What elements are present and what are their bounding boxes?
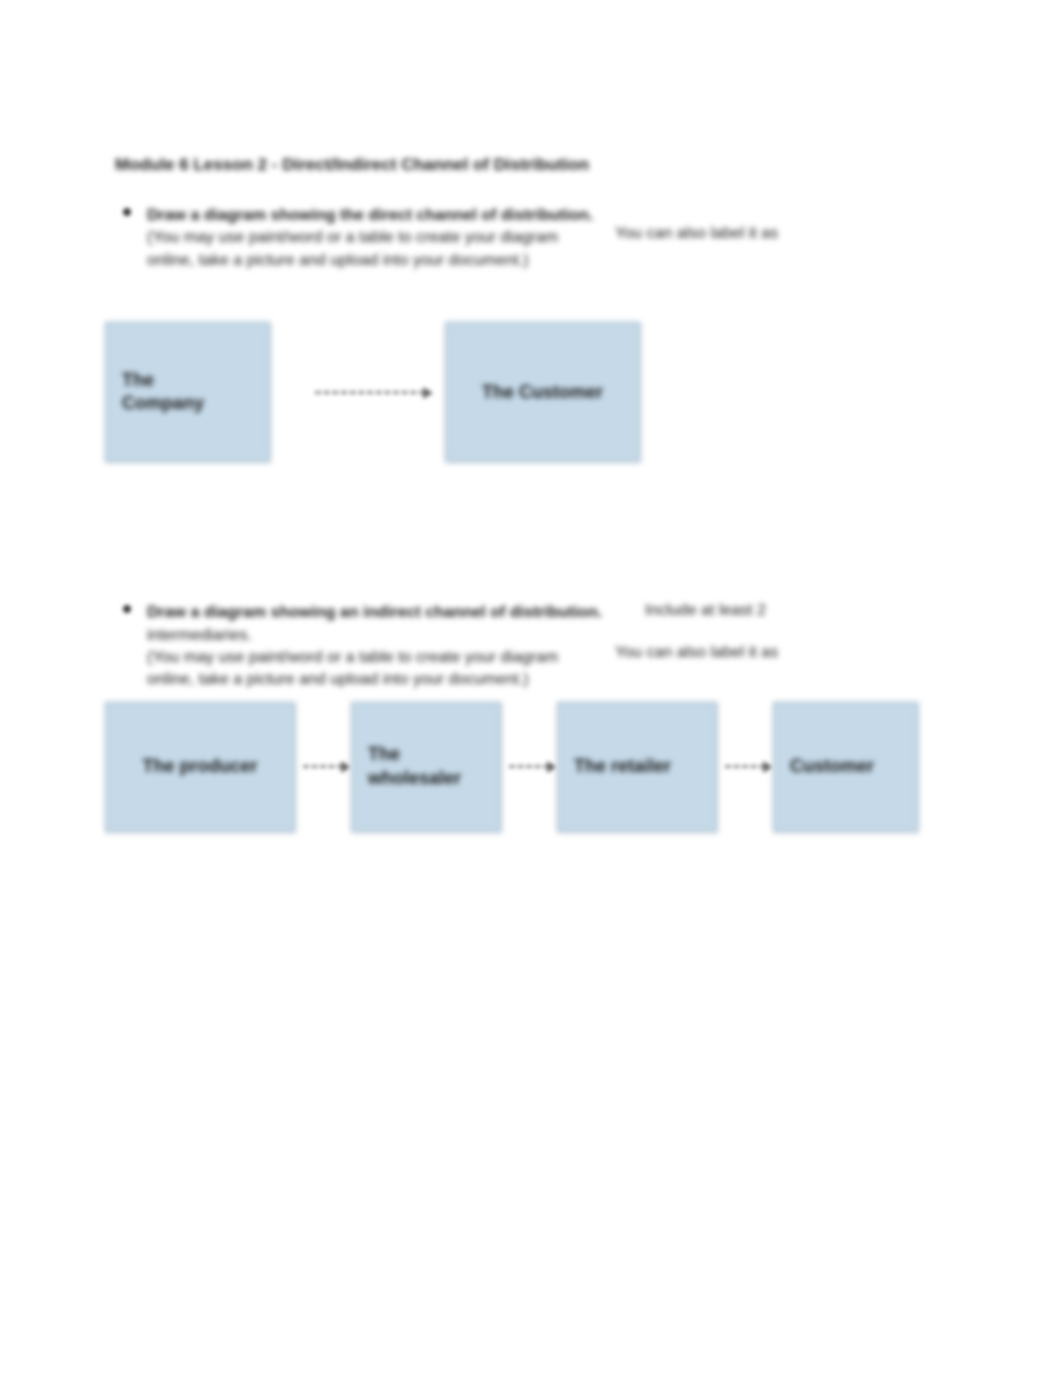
box-wholesaler: The wholesaler (351, 702, 501, 832)
question-2-text: Draw a diagram showing an indirect chann… (147, 602, 607, 692)
box-customer-2: Customer (773, 702, 918, 832)
arrow-icon (509, 765, 549, 768)
bullet-icon (123, 208, 131, 216)
arrow-icon (315, 391, 425, 394)
arrow-icon (303, 765, 343, 768)
question-2-note-b: You can also label it as (615, 644, 778, 662)
question-1: Draw a diagram showing the direct channe… (115, 205, 1062, 272)
box-customer-label: The Customer (482, 382, 603, 403)
question-2: Draw a diagram showing an indirect chann… (115, 602, 1062, 692)
arrow-icon (725, 765, 765, 768)
box-company: The Company (105, 322, 270, 462)
box-company-line2: Company (122, 393, 204, 413)
box-retailer: The retailer (557, 702, 717, 832)
bullet-icon (123, 605, 131, 613)
question-1-line2: (You may use paint/word or a table to cr… (147, 229, 558, 268)
diagram-indirect-channel: The producer The wholesaler The retailer… (105, 702, 1062, 832)
box-producer-label: The producer (142, 756, 257, 777)
box-wholesaler-line2: wholesaler (368, 768, 461, 788)
question-2-line2: intermediaries. (147, 627, 252, 644)
box-wholesaler-line1: The (368, 744, 400, 764)
box-customer: The Customer (445, 322, 640, 462)
question-1-text: Draw a diagram showing the direct channe… (147, 205, 607, 272)
box-retailer-label: The retailer (574, 756, 671, 777)
box-customer-2-label: Customer (790, 756, 874, 777)
diagram-direct-channel: The Company The Customer (105, 322, 1062, 462)
box-producer: The producer (105, 702, 295, 832)
question-2-note-a: Include at least 2 (645, 602, 766, 620)
module-heading: Module 6 Lesson 2 - Direct/Indirect Chan… (115, 155, 1062, 175)
question-2-line3: (You may use paint/word or a table to cr… (147, 649, 558, 688)
question-1-note: You can also label it as (615, 225, 778, 243)
question-2-line1: Draw a diagram showing an indirect chann… (147, 604, 602, 621)
box-company-line1: The (122, 370, 154, 390)
question-1-line1: Draw a diagram showing the direct channe… (147, 207, 593, 224)
